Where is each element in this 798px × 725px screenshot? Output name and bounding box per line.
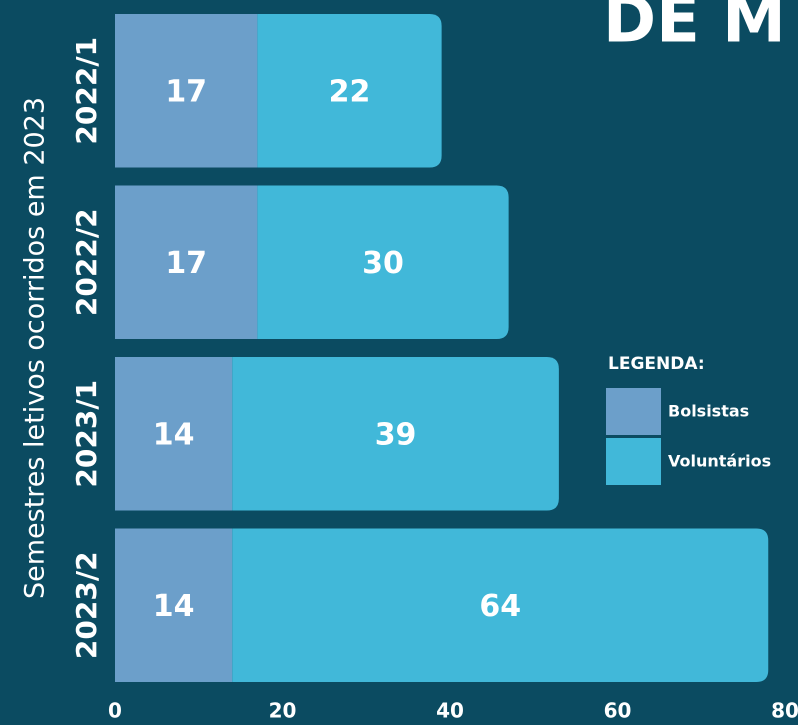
value-label: 30 [362, 246, 404, 281]
value-label: 14 [153, 589, 195, 624]
x-tick-label: 40 [436, 699, 464, 723]
value-label: 17 [165, 74, 207, 109]
legend-title: LEGENDA: [608, 354, 705, 374]
x-tick-label: 60 [604, 699, 632, 723]
value-label: 14 [153, 417, 195, 452]
y-tick-label: 2023/2 [70, 551, 103, 659]
bar-segment [115, 357, 233, 511]
bar-segment [115, 14, 258, 168]
bar-segment [257, 185, 509, 339]
value-label: 17 [165, 246, 207, 281]
y-axis-label: Semestres letivos ocorridos em 2023 [20, 97, 51, 599]
x-tick-label: 0 [108, 699, 122, 723]
x-tick-label: 80 [771, 699, 798, 723]
bar-segment [115, 528, 233, 682]
legend-swatch [606, 388, 661, 435]
value-label: 39 [375, 417, 417, 452]
y-tick-label: 2023/1 [70, 380, 103, 488]
bar-segment [232, 357, 559, 511]
value-label: 22 [329, 74, 371, 109]
legend-swatch [606, 438, 661, 485]
bar-segment [232, 528, 769, 682]
y-tick-label: 2022/1 [70, 37, 103, 145]
legend-label: Bolsistas [668, 402, 749, 421]
chart-title: DE M [603, 0, 786, 58]
bar-segment [115, 185, 258, 339]
x-tick-label: 20 [269, 699, 297, 723]
y-tick-label: 2022/2 [70, 208, 103, 316]
bar-segment [257, 14, 442, 168]
legend-label: Voluntários [668, 452, 771, 471]
value-label: 64 [479, 589, 521, 624]
